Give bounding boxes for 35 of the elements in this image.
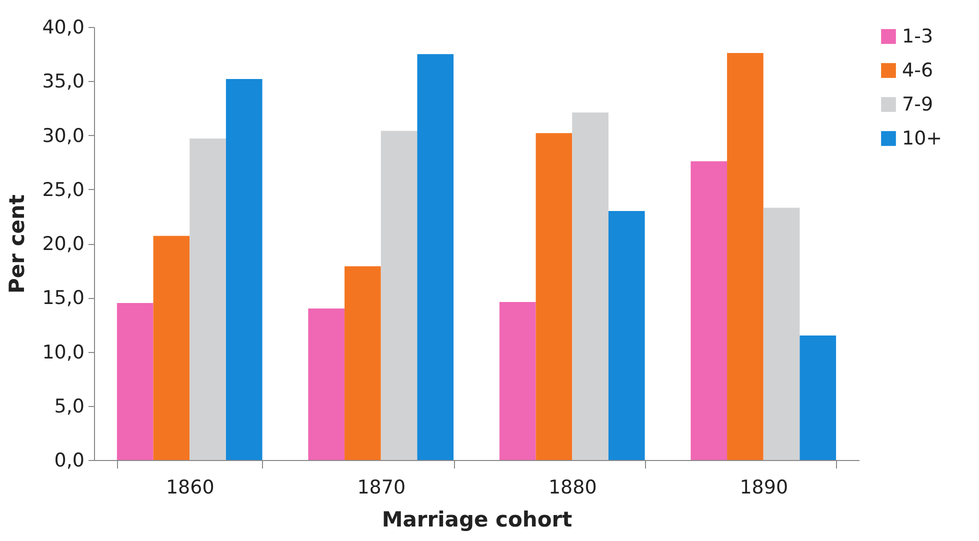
x-tick-label: 1860 [166,476,214,498]
bar [153,236,190,460]
bar [499,302,536,460]
bar [536,133,572,460]
bar [763,208,800,460]
y-tick-label: 5,0 [54,395,84,418]
x-tick-label: 1870 [357,476,406,498]
y-axis-title: Per cent [5,194,30,294]
bar [572,112,608,460]
bar [344,266,381,460]
y-tick-label: 30,0 [42,124,84,147]
y-tick-label: 40,0 [42,16,84,38]
bar [417,54,454,460]
y-tick-label: 10,0 [42,341,84,364]
bar [690,161,728,460]
legend-label: 4-6 [902,60,934,82]
legend-label: 10+ [902,128,942,150]
x-tick-label: 1890 [740,476,788,498]
y-tick-label: 35,0 [42,70,84,93]
legend-label: 1-3 [902,26,934,48]
bar [308,308,345,460]
x-axis-title: Marriage cohort [382,508,572,532]
bar [190,138,226,460]
bar [727,52,764,460]
y-tick-label: 0,0 [54,450,84,472]
y-tick-label: 20,0 [42,233,84,255]
bar [116,303,154,460]
bar [608,211,645,460]
bar [800,336,836,460]
x-tick-label: 1880 [548,476,597,498]
y-tick-label: 25,0 [42,178,84,201]
bar [226,78,262,460]
bar [380,130,418,460]
legend-label: 7-9 [902,94,934,116]
y-tick-label: 15,0 [42,287,84,310]
